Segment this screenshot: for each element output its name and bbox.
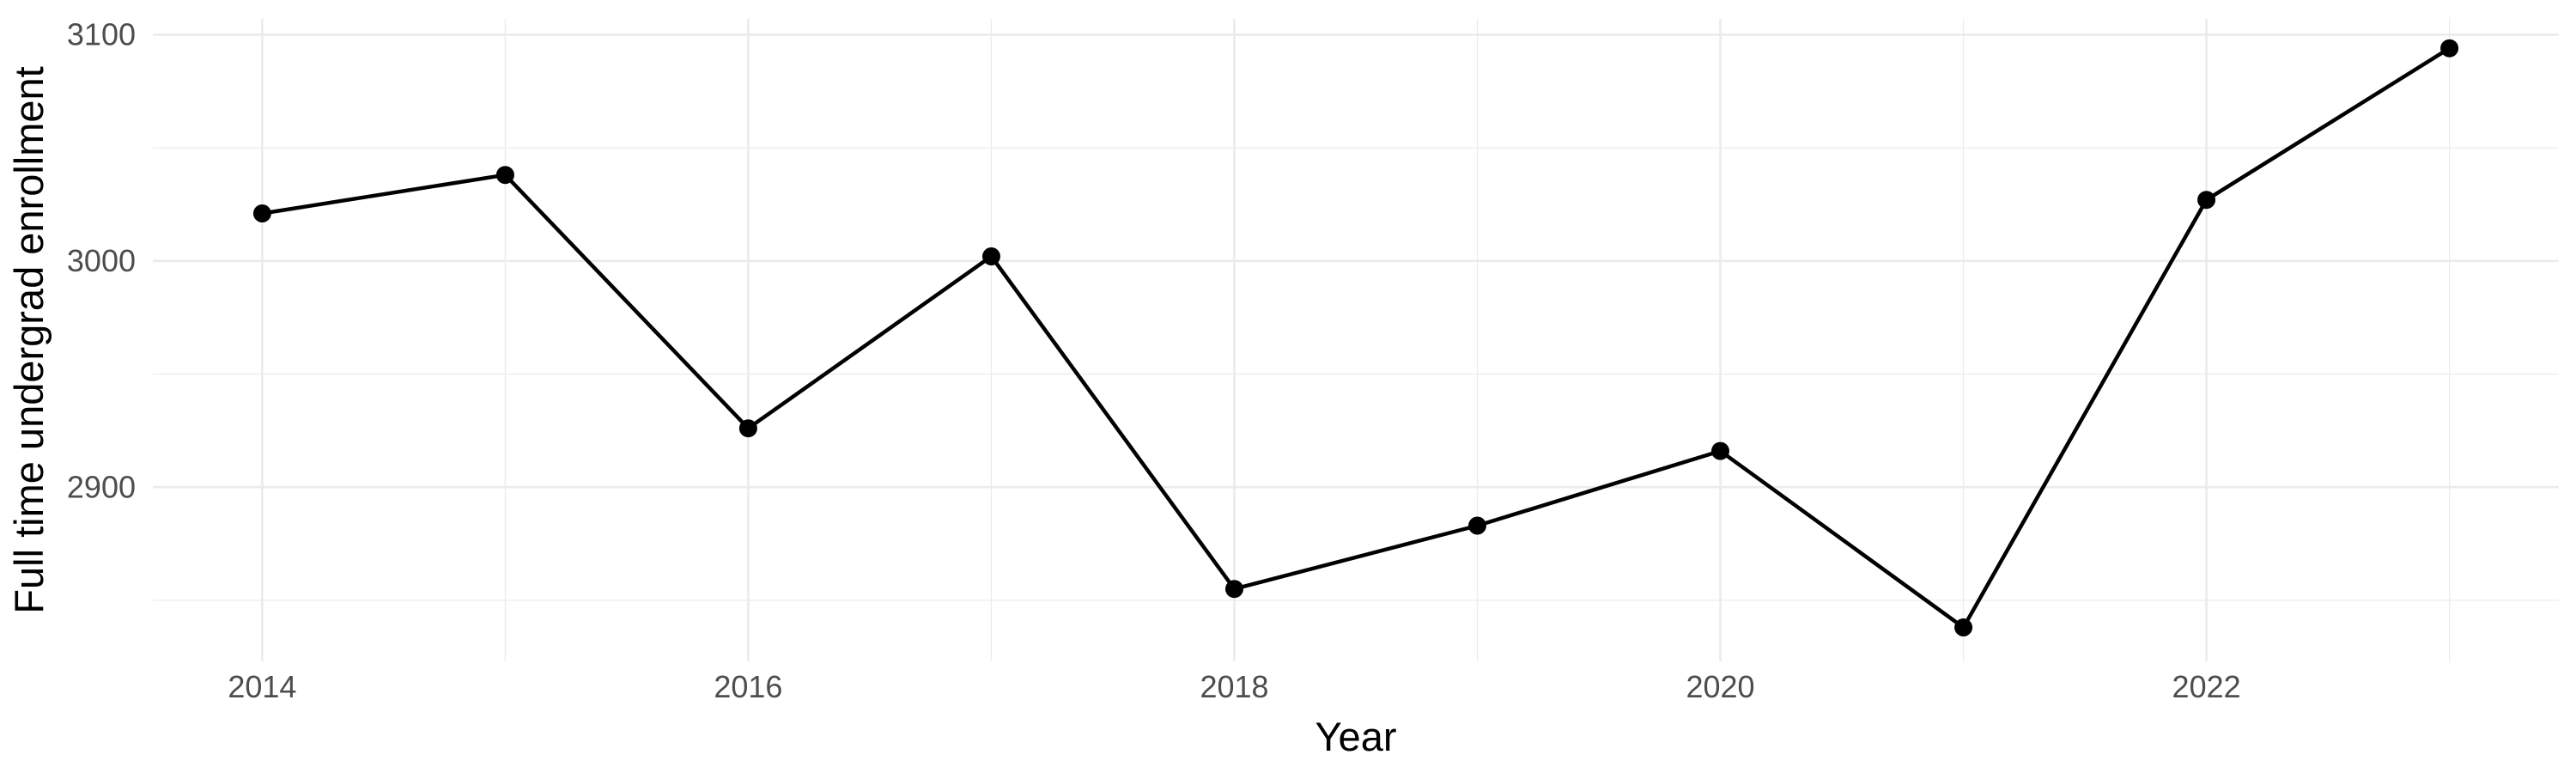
x-tick-label-2022: 2022 bbox=[2172, 669, 2241, 704]
gridlines-minor bbox=[153, 19, 2559, 661]
series-line bbox=[260, 46, 2451, 630]
x-tick-label-2018: 2018 bbox=[1200, 669, 1268, 704]
x-tick-label-2014: 2014 bbox=[228, 669, 296, 704]
gridlines-major bbox=[153, 19, 2559, 661]
y-axis-tick-labels: 2900 3000 3100 bbox=[67, 17, 136, 505]
data-point-2020 bbox=[1711, 441, 1729, 460]
data-point-2015 bbox=[495, 166, 514, 185]
y-tick-label-3000: 3000 bbox=[67, 243, 136, 278]
x-axis-tick-labels: 2014 2016 2018 2020 2022 bbox=[228, 669, 2240, 704]
y-tick-label-3100: 3100 bbox=[67, 17, 136, 52]
data-point-2018 bbox=[1225, 580, 1243, 599]
x-tick-label-2016: 2016 bbox=[714, 669, 782, 704]
x-tick-label-2020: 2020 bbox=[1686, 669, 1754, 704]
data-point-2017 bbox=[982, 247, 1000, 265]
enrollment-series bbox=[252, 39, 2459, 636]
data-point-2014 bbox=[252, 204, 271, 222]
x-axis-title: Year bbox=[1315, 714, 1397, 759]
data-point-2021 bbox=[1954, 618, 1973, 636]
y-axis-title: Full time undergrad enrollment bbox=[6, 66, 52, 613]
data-point-2019 bbox=[1468, 516, 1486, 535]
data-point-2016 bbox=[738, 419, 757, 438]
y-tick-label-2900: 2900 bbox=[67, 469, 136, 504]
data-point-2023 bbox=[2440, 39, 2459, 58]
data-point-2022 bbox=[2197, 191, 2216, 210]
